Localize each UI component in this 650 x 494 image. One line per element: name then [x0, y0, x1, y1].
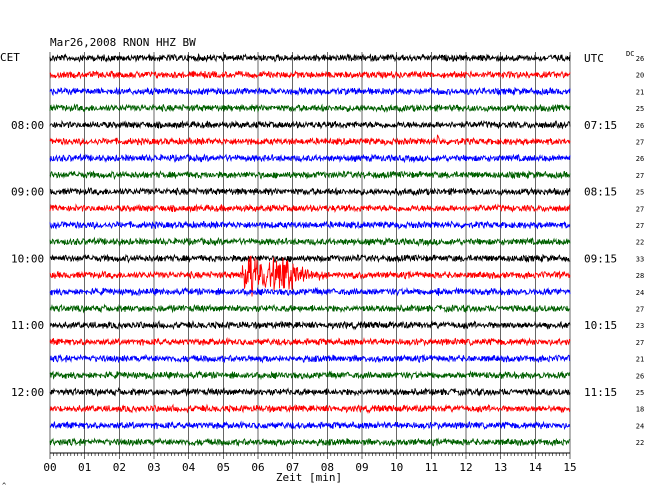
x-tick-label: 09 — [355, 461, 368, 474]
dc-value: 26 — [636, 122, 644, 130]
trace-line — [49, 253, 571, 264]
dc-value: 22 — [636, 439, 644, 447]
trace-line — [49, 336, 571, 347]
x-axis: 00 01 02 03 04 05 06 07 08 09 10 11 12 13 14 15 — [43, 452, 577, 474]
dc-value: 26 — [636, 55, 644, 63]
left-hour-label: 09:00 — [11, 186, 44, 199]
right-hour-label: 11:15 — [584, 386, 617, 399]
trace-line — [49, 386, 571, 398]
dc-value: 25 — [636, 189, 644, 197]
trace-line — [49, 403, 571, 415]
dc-value: 27 — [636, 306, 644, 314]
x-tick-label: 06 — [251, 461, 264, 474]
x-axis-label: Zeit [min] — [276, 471, 342, 484]
trace-line — [49, 134, 571, 147]
dc-value: 18 — [636, 406, 644, 414]
trace-line — [49, 370, 571, 381]
right-hour-label: UTC — [584, 52, 604, 65]
dc-value: 20 — [636, 72, 644, 80]
dc-value: 27 — [636, 139, 644, 147]
x-tick-label: 10 — [390, 461, 403, 474]
dc-value: 24 — [636, 422, 644, 430]
trace-line — [49, 319, 571, 331]
trace-line — [49, 286, 571, 297]
dc-value: 27 — [636, 339, 644, 347]
x-tick-label: 15 — [563, 461, 576, 474]
trace-line — [49, 170, 571, 181]
x-tick-label: 11 — [425, 461, 438, 474]
right-hour-label: 09:15 — [584, 252, 617, 265]
dc-value: 26 — [636, 372, 644, 380]
left-hour-label: 12:00 — [11, 386, 44, 399]
x-tick-label: 00 — [43, 461, 56, 474]
trace-line — [49, 70, 571, 80]
left-hour-label: 08:00 — [11, 119, 44, 132]
dc-value: 27 — [636, 222, 644, 230]
grid — [49, 52, 571, 453]
dc-value: 25 — [636, 389, 644, 397]
labels: 26 20 21 25 26 27 26 27 25 27 27 22 33 28 24 27 23 27 21 26… — [11, 52, 644, 447]
x-tick-label: 04 — [182, 461, 196, 474]
left-hour-label: 10:00 — [11, 252, 44, 265]
trace-line — [49, 119, 571, 130]
trace-line — [49, 437, 571, 448]
trace-line — [49, 153, 571, 164]
right-hour-label: 07:15 — [584, 119, 617, 132]
x-tick-label: 08 — [321, 461, 334, 474]
x-tick-label: 01 — [78, 461, 91, 474]
dc-value: 21 — [636, 356, 644, 364]
dc-value: 28 — [636, 272, 644, 280]
trace-line — [49, 236, 571, 247]
trace-line — [49, 220, 571, 230]
x-tick-label: 12 — [459, 461, 472, 474]
trace-line — [49, 52, 571, 63]
x-tick-label: 14 — [529, 461, 543, 474]
dc-value: 33 — [636, 255, 644, 263]
dc-value: 27 — [636, 205, 644, 213]
footer-mark: ^ — [2, 482, 6, 490]
x-tick-label: 07 — [286, 461, 299, 474]
dc-value: 26 — [636, 155, 644, 163]
trace-line — [49, 103, 571, 113]
dc-value: 23 — [636, 322, 644, 330]
chart-title: Mar26,2008 RNON HHZ BW — [50, 36, 196, 49]
dc-value: 22 — [636, 239, 644, 247]
trace-line — [49, 203, 571, 213]
dc-value: 25 — [636, 105, 644, 113]
trace-line — [49, 86, 571, 97]
traces — [49, 52, 571, 448]
trace-line — [49, 186, 571, 197]
trace-line — [49, 420, 571, 431]
right-hour-label: 08:15 — [584, 186, 617, 199]
trace-line — [49, 303, 570, 314]
dc-value: 21 — [636, 88, 644, 96]
trace-line — [49, 353, 571, 364]
dc-header: DC — [626, 50, 634, 58]
right-hour-label: 10:15 — [584, 319, 617, 332]
trace-line — [49, 255, 571, 297]
left-timezone-label: CET — [0, 51, 20, 64]
x-tick-label: 13 — [494, 461, 507, 474]
x-tick-label: 05 — [217, 461, 230, 474]
dc-value: 27 — [636, 172, 644, 180]
x-tick-label: 02 — [113, 461, 126, 474]
x-tick-label: 03 — [147, 461, 160, 474]
left-hour-label: 11:00 — [11, 319, 44, 332]
dc-value: 24 — [636, 289, 644, 297]
